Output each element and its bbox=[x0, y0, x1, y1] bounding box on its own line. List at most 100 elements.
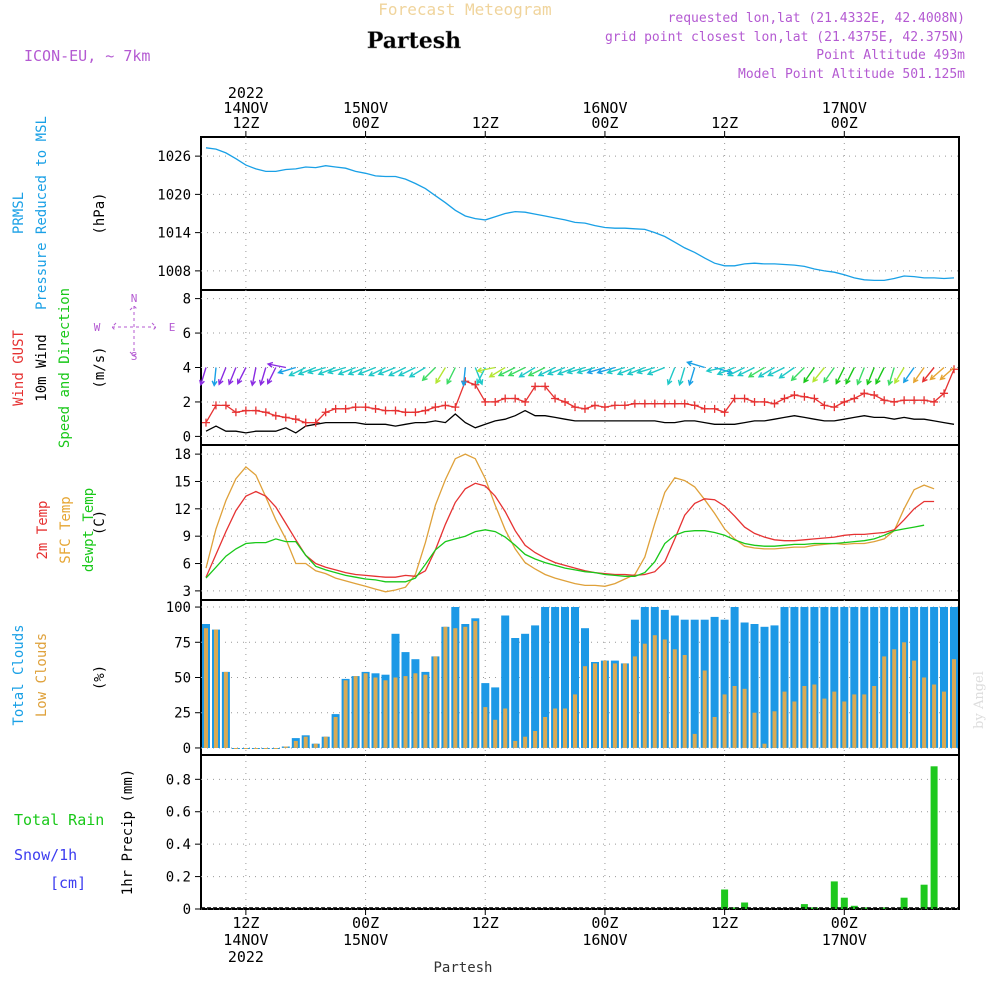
total-cloud-bar bbox=[561, 607, 569, 748]
wind-gust-marker bbox=[910, 396, 919, 405]
top-time-label: 00Z bbox=[831, 114, 858, 132]
wind-direction-arrow bbox=[894, 367, 905, 385]
temp-ytick-label: 15 bbox=[174, 474, 191, 490]
pressure-line bbox=[205, 147, 955, 282]
wind-gust-marker bbox=[271, 411, 280, 420]
low-cloud-bar bbox=[253, 748, 258, 749]
wind-gust-marker bbox=[551, 394, 560, 403]
total-cloud-bar bbox=[760, 626, 769, 748]
low-cloud-bar bbox=[523, 736, 528, 748]
precip-bar bbox=[830, 881, 838, 909]
top-time-label: 14NOV bbox=[223, 99, 268, 117]
low-cloud-bar bbox=[353, 676, 358, 748]
temp-side-label: SFC Temp bbox=[58, 496, 74, 563]
wind-direction-arrow bbox=[497, 366, 516, 377]
precip-bar bbox=[850, 905, 858, 909]
wind-gust-marker bbox=[630, 399, 639, 408]
wind-direction-arrow bbox=[687, 367, 696, 387]
total-cloud-bar bbox=[750, 624, 759, 748]
low-cloud-bar bbox=[363, 673, 368, 748]
precip-bar bbox=[920, 884, 928, 909]
wind-gust-marker bbox=[361, 403, 370, 412]
low-cloud-bar bbox=[323, 736, 328, 748]
wind-gust-marker bbox=[640, 399, 649, 408]
wind-direction-arrow bbox=[266, 367, 277, 385]
low-cloud-bar bbox=[513, 740, 518, 748]
temp-ytick-label: 18 bbox=[174, 447, 191, 463]
wind-direction-arrow bbox=[377, 366, 396, 376]
compass-rose bbox=[111, 305, 157, 357]
low-cloud-bar bbox=[243, 748, 248, 749]
clouds-ytick-label: 50 bbox=[174, 671, 191, 687]
wind-gust-marker bbox=[840, 397, 849, 406]
wind-direction-arrow bbox=[705, 366, 725, 374]
wind-direction-arrow bbox=[875, 367, 885, 385]
total-cloud-bar bbox=[860, 607, 869, 748]
low-cloud-bar bbox=[383, 680, 388, 748]
precip-bar bbox=[840, 897, 848, 909]
top-time-label: 2022 bbox=[228, 84, 264, 102]
wind-ytick-label: 6 bbox=[183, 326, 191, 342]
wind-direction-arrow bbox=[421, 367, 436, 382]
low-cloud-bar bbox=[473, 621, 478, 748]
precip-bar bbox=[741, 902, 749, 909]
wind-gust-marker bbox=[351, 403, 360, 412]
wind-direction-arrow bbox=[636, 366, 656, 375]
clouds-side-label: Low Clouds bbox=[34, 633, 50, 717]
wind-direction-arrow bbox=[626, 366, 646, 376]
wind-direction-arrow bbox=[596, 366, 616, 375]
dewpoint-temp-line bbox=[205, 524, 925, 583]
precip-bar bbox=[731, 907, 739, 909]
low-cloud-bar bbox=[233, 748, 238, 749]
precip-total-rain-label: Total Rain bbox=[14, 811, 104, 829]
top-time-label: 16NOV bbox=[582, 99, 627, 117]
wind-gust-marker bbox=[820, 401, 829, 410]
compass-n: N bbox=[131, 292, 138, 305]
low-cloud-bar bbox=[393, 677, 398, 748]
wind-gust-marker bbox=[521, 397, 530, 406]
total-cloud-bar bbox=[920, 607, 929, 748]
low-cloud-bar bbox=[692, 733, 697, 748]
location-title: Partesh bbox=[367, 28, 461, 54]
total-cloud-bar bbox=[780, 607, 789, 748]
wind-direction-arrow bbox=[803, 367, 815, 384]
wind-gust-marker bbox=[201, 418, 210, 427]
low-cloud-bar bbox=[214, 629, 218, 748]
pressure-side-label: Pressure Reduced to MSL bbox=[34, 116, 50, 310]
clouds-ytick-label: 100 bbox=[166, 600, 191, 616]
low-cloud-bar bbox=[204, 628, 208, 748]
wind-side-label: Speed and Direction bbox=[57, 288, 73, 448]
low-cloud-bar bbox=[593, 663, 597, 748]
wind-direction-arrow bbox=[790, 367, 805, 382]
wind-direction-arrow bbox=[258, 367, 267, 387]
wind-gust-marker bbox=[441, 401, 450, 410]
total-cloud-bar bbox=[730, 607, 739, 748]
wind-gust-marker bbox=[580, 404, 589, 413]
wind-direction-arrow bbox=[250, 367, 257, 387]
temp-unit-label: (C) bbox=[92, 510, 108, 535]
wind-direction-arrow bbox=[939, 366, 955, 381]
low-cloud-bar bbox=[902, 642, 907, 748]
low-cloud-bar bbox=[842, 701, 847, 748]
pressure-ytick-label: 1008 bbox=[157, 264, 191, 280]
low-cloud-bar bbox=[722, 694, 727, 748]
low-cloud-bar bbox=[642, 643, 647, 748]
wind-direction-arrow bbox=[408, 366, 426, 378]
clouds-side-label: Total Clouds bbox=[11, 624, 27, 725]
wind-direction-arrow bbox=[307, 366, 326, 375]
total-cloud-bar bbox=[840, 607, 849, 748]
temp-ytick-label: 9 bbox=[183, 529, 191, 545]
point-altitude: Point Altitude 493m bbox=[816, 48, 965, 63]
wind-direction-arrow bbox=[266, 361, 286, 369]
wind-direction-arrow bbox=[912, 367, 925, 384]
temp-frame bbox=[200, 444, 960, 601]
grid-point-coords: grid point closest lon,lat (21.4375E, 42… bbox=[605, 30, 965, 45]
wind-gust-marker bbox=[880, 396, 889, 405]
wind-direction-arrow bbox=[666, 367, 676, 386]
wind-direction-arrow bbox=[327, 366, 346, 375]
precip-bar bbox=[930, 766, 938, 909]
low-cloud-bar bbox=[583, 666, 587, 748]
wind-gust-marker bbox=[780, 394, 789, 403]
wind-direction-arrow bbox=[716, 366, 735, 376]
